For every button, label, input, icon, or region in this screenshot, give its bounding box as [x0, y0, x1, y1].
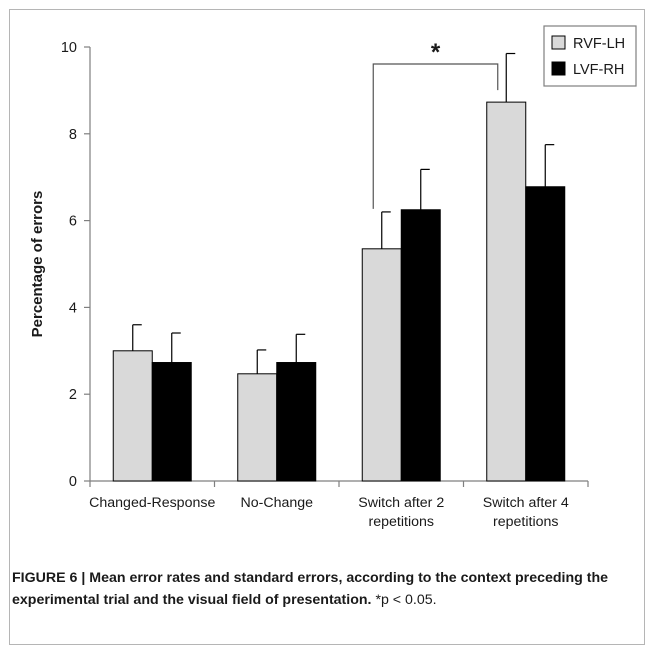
legend-label-lvf-rh: LVF-RH	[573, 62, 624, 78]
caption-title: FIGURE 6 | Mean error rates and standard…	[12, 570, 609, 608]
bar-rvf-lh-2	[361, 248, 402, 482]
bars	[112, 101, 566, 482]
error-bars	[132, 52, 555, 374]
significance-bracket: *	[372, 39, 499, 209]
x-tick-label-2: Switch after 2 repetitions	[358, 495, 444, 530]
bar-rvf-lh-0	[112, 350, 153, 482]
x-tick-label-3: Switch after 4 repetitions	[483, 495, 569, 530]
y-tick-label-1: 2	[69, 387, 77, 403]
bar-lvf-rh-3	[525, 186, 566, 482]
legend-swatch-rvf-lh	[551, 35, 566, 50]
legend-label-rvf-lh: RVF-LH	[573, 36, 625, 52]
y-tick-label-3: 6	[69, 214, 77, 230]
x-tick-label-1: No-Change	[240, 495, 313, 511]
bar-rvf-lh-3	[486, 101, 527, 482]
y-tick-label-0: 0	[69, 474, 77, 490]
significance-star: *	[431, 39, 441, 66]
legend-swatch-lvf-rh	[551, 61, 566, 76]
y-ticks: 0 2 4 6 8 10	[61, 40, 90, 490]
bar-chart: Percentage of errors 0 2 4 6 8 10 Changed-Res…	[29, 25, 637, 530]
y-tick-label-2: 4	[69, 300, 77, 316]
x-tick-label-0: Changed-Response	[89, 495, 215, 511]
y-tick-label-5: 10	[61, 40, 77, 56]
significance-bracket-line	[372, 63, 499, 209]
figure-caption: FIGURE 6 | Mean error rates and standard…	[12, 567, 637, 611]
bar-rvf-lh-1	[237, 373, 278, 482]
y-tick-label-4: 8	[69, 127, 77, 143]
legend: RVF-LH LVF-RH	[543, 25, 637, 87]
y-axis-title-group: Percentage of errors	[29, 191, 46, 338]
bar-lvf-rh-0	[151, 362, 192, 482]
caption-significance-note: *p < 0.05.	[371, 592, 437, 608]
bar-lvf-rh-2	[400, 209, 441, 482]
bar-lvf-rh-1	[276, 362, 317, 482]
y-axis-title: Percentage of errors	[29, 191, 46, 338]
